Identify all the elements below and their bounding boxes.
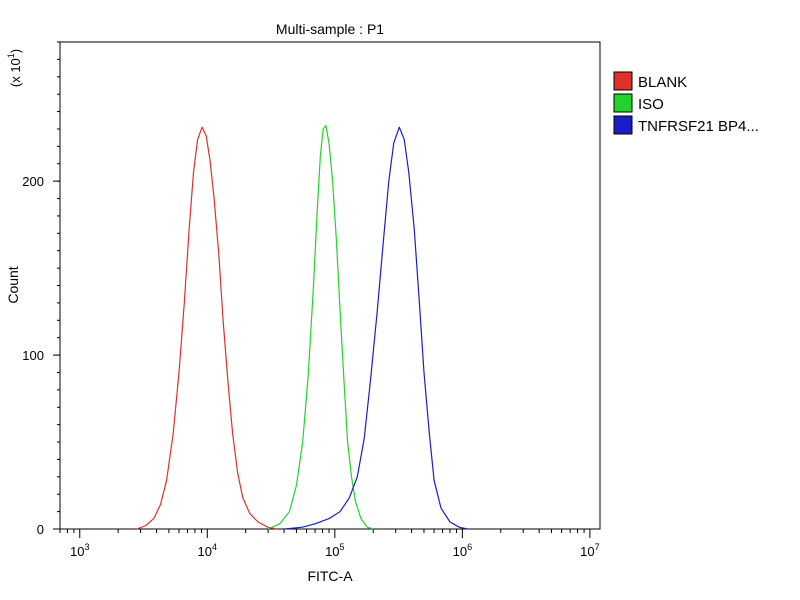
series-line-1 [267,124,374,530]
legend: BLANK ISO TNFRSF21 BP4... [613,71,759,135]
y-tick-label: 100 [22,348,44,363]
series-line-2 [284,126,468,530]
series-layer [136,124,468,530]
chart-title: Multi-sample : P1 [276,21,384,37]
legend-swatch [613,71,633,91]
y-axis-ticks: 0 100 200 [22,41,60,537]
legend-swatch [613,115,633,135]
y-tick-label: 0 [37,522,44,537]
x-tick-label: 105 [325,542,344,559]
x-tick-label: 103 [70,542,89,559]
x-tick-label: 106 [453,542,472,559]
y-multiplier-text: (x 10 [8,58,23,87]
svg-text:(x 101): (x 101) [6,49,23,87]
y-axis-label: Count [5,266,21,303]
legend-label: TNFRSF21 BP4... [638,118,759,135]
legend-label: BLANK [638,74,687,91]
y-multiplier-label: (x 101) [6,49,23,87]
x-axis-ticks: 103 104 105 106 107 [59,529,600,559]
y-tick-label: 200 [22,174,44,189]
legend-label: ISO [638,96,664,113]
y-multiplier-exp: 1 [6,53,16,58]
x-tick-label: 107 [580,542,599,559]
legend-swatch [613,93,633,113]
x-tick-label: 104 [198,542,217,559]
x-axis-label: FITC-A [307,568,353,584]
series-line-0 [136,126,277,530]
plot-frame [59,41,601,530]
